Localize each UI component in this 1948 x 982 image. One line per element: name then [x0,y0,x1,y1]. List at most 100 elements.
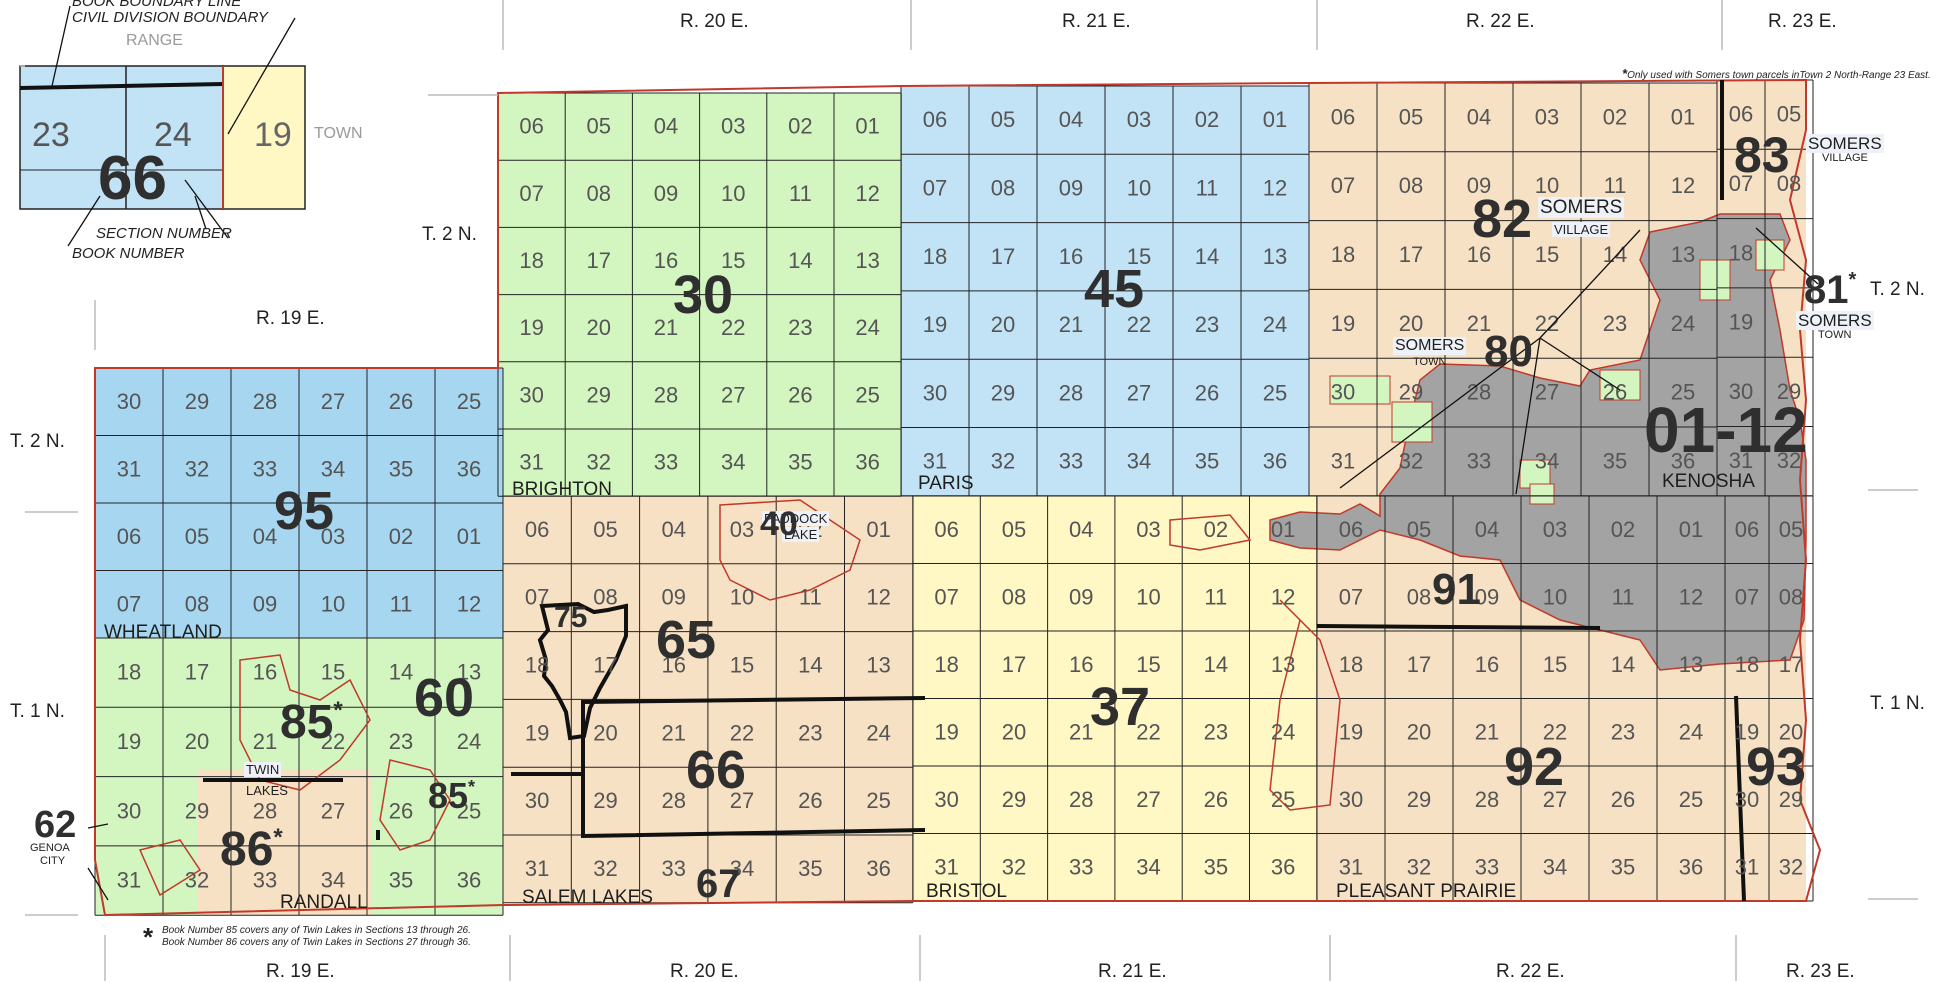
r21-t2n-section-21: 21 [1059,312,1083,337]
r20-t2n-section-26: 26 [788,382,812,407]
note-bottom-line-2: Book Number 86 covers any of Twin Lakes … [162,937,471,948]
muni-somers-81-1: SOMERS [1796,311,1874,330]
r21-t1n-section-05: 05 [1002,517,1026,542]
r19-t1n-section-27: 27 [321,798,345,823]
book-number-91: 91 [1432,565,1481,614]
muni-somers-village-82-2: VILLAGE [1552,222,1611,237]
r21-t1n-section-17: 17 [1002,652,1026,677]
r21-t1n-section-26: 26 [1204,787,1228,812]
book-number-93: 93 [1746,737,1807,797]
r21-t2n-section-07: 07 [923,175,947,200]
r20-t1n-section-36: 36 [866,856,890,881]
book-number-85-a: 85* [280,696,343,749]
r22-t1n-section-19: 19 [1339,719,1363,744]
r22-t2n-section-12: 12 [1671,173,1695,198]
r19-t2n-section-11: 11 [390,591,413,616]
book-number-85-a-text: 85 [280,696,334,749]
r22-t1n-section-20: 20 [1407,719,1431,744]
r19-t2n-section-25: 25 [457,389,481,414]
book-number-81: 81* [1804,268,1857,312]
muni-somers-village-82-1: SOMERS [1538,197,1625,218]
r20-t1n-section-04: 04 [662,517,686,542]
r22-t1n-section-03: 03 [1543,517,1567,542]
r20-t1n-section-13: 13 [866,653,890,678]
r20-t1n-section-21: 21 [662,720,686,745]
r19-t2n-section-28: 28 [253,389,277,414]
r19-t1n-section-16: 16 [253,660,277,685]
r20-t1n-section-28: 28 [662,788,686,813]
r20-t1n-section-31: 31 [525,856,549,881]
r21-t2n-section-29: 29 [991,380,1015,405]
r20-t1n-section-09: 09 [662,585,686,610]
r22-t2n-section-13: 13 [1671,242,1695,267]
book-number-92: 92 [1504,737,1565,797]
r20-t1n-section-35: 35 [798,856,822,881]
r23-t2n-section-08: 08 [1777,171,1801,196]
r20-t1n-section-10: 10 [730,585,754,610]
r19-t2n-section-03: 03 [321,524,345,549]
r20-t1n-section-03: 03 [730,517,754,542]
r20-t2n-section-15: 15 [721,248,745,273]
r21-t1n-section-19: 19 [934,719,958,744]
green-island-6 [1529,483,1555,505]
r19-t1n-section-29: 29 [185,798,209,823]
r20-t2n-section-05: 05 [587,114,611,139]
r22-t2n-section-17: 17 [1399,242,1423,267]
r21-t1n-section-20: 20 [1002,719,1026,744]
range-label-top-r23: R. 23 E. [1768,11,1837,32]
r19-t1n-section-24: 24 [457,729,481,754]
r20-t2n-section-31: 31 [519,450,543,475]
r19-t1n-section-19: 19 [117,729,141,754]
book-number-66: 66 [686,740,747,800]
callout-arrow-4 [67,195,101,247]
note-top-right: *Only used with Somers town parcels inTo… [1622,66,1931,81]
r21-t1n-section-25: 25 [1271,787,1295,812]
r20-t1n-section-06: 06 [525,517,549,542]
r21-t1n-section-04: 04 [1069,517,1093,542]
r22-t2n-section-10: 10 [1535,173,1559,198]
r20-t1n-section-20: 20 [593,720,617,745]
r20-t2n-section-25: 25 [855,382,879,407]
r21-t2n-section-25: 25 [1263,380,1287,405]
range-label-bottom-r23: R. 23 E. [1786,961,1855,982]
r23-t1n-section-17: 17 [1779,652,1803,677]
kenosha-city-area [1269,213,1807,671]
callout-arrow-9 [1755,227,1819,285]
r23-t2n-section-19: 19 [1729,310,1753,335]
book-number-82: 82 [1472,189,1533,249]
r20-t2n-section-30: 30 [519,382,543,407]
r19-t1n-section-36: 36 [457,868,481,893]
r19-t1n-section-20: 20 [185,729,209,754]
r20-t2n-section-18: 18 [519,248,543,273]
r21-t2n-section-34: 34 [1127,449,1151,474]
r20-t1n-section-05: 05 [593,517,617,542]
r22-t1n-section-01: 01 [1679,517,1703,542]
r21-t2n-section-13: 13 [1263,244,1287,269]
r19-t2n-section-09: 09 [253,591,277,616]
r22-t2n-section-34: 34 [1535,448,1559,473]
green-island-1 [1391,401,1433,443]
legend-section-23: 23 [32,116,70,154]
r21-t1n-section-09: 09 [1069,584,1093,609]
callout-arrow-8 [1515,337,1541,495]
r20-t2n-section-11: 11 [789,181,812,206]
civil-boundary-2 [138,839,202,897]
r23-t2n-section-07: 07 [1729,171,1753,196]
civil-boundary-3 [719,499,861,601]
muni-salem-lakes: SALEM LAKES [522,887,653,908]
r20-t2n-section-36: 36 [855,450,879,475]
r22-t1n-section-14: 14 [1611,652,1635,677]
r22-t2n-section-15: 15 [1535,242,1559,267]
r20-t1n-section-23: 23 [798,720,822,745]
r19-t2n-section-36: 36 [457,456,481,481]
r21-t2n-section-36: 36 [1263,449,1287,474]
r22-t2n-section-02: 02 [1603,104,1627,129]
r21-t2n-section-04: 04 [1059,107,1083,132]
r19-t2n-section-27: 27 [321,389,345,414]
r22-t1n-section-10: 10 [1543,584,1567,609]
book-number-75: 75 [554,601,588,634]
r22-t1n-section-05: 05 [1407,517,1431,542]
r21-t2n-section-02: 02 [1195,107,1219,132]
book-number-95: 95 [274,481,335,541]
r22-t1n-section-16: 16 [1475,652,1499,677]
